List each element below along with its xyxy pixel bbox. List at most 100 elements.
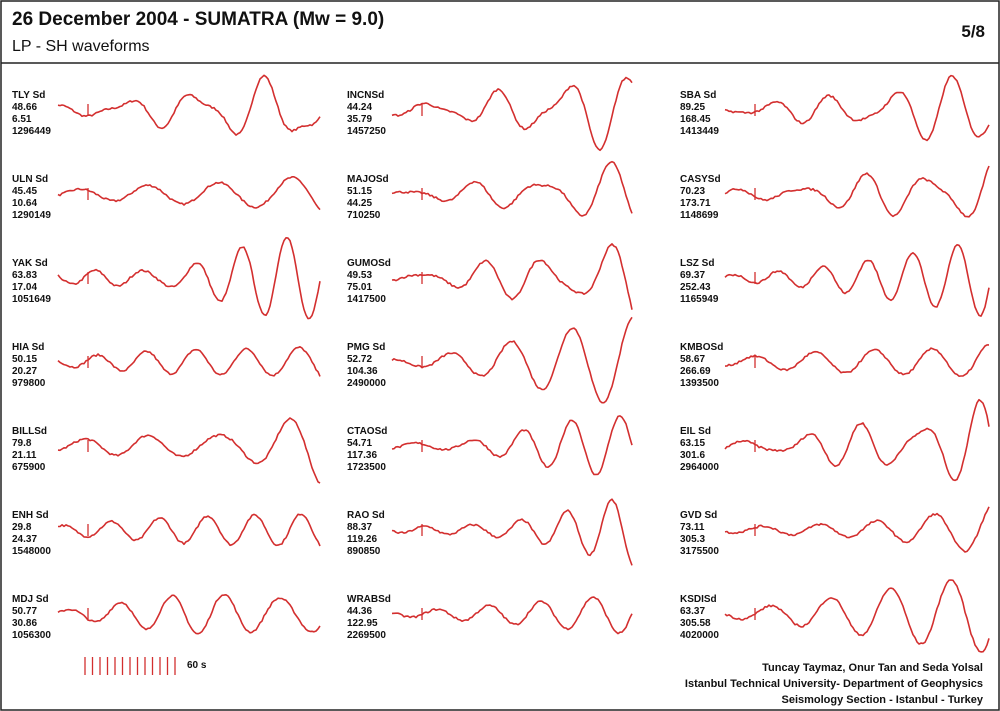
station-name: WRABSd [347,594,391,605]
station-value: 3175500 [680,546,719,557]
station-value: 1413449 [680,126,719,137]
station-value: 58.67 [680,354,705,365]
waveform [391,76,633,152]
credit: Istanbul Technical University- Departmen… [685,678,983,690]
station-name: SBA Sd [680,90,716,101]
station-name: KSDISd [680,594,717,605]
station-value: 2269500 [347,630,386,641]
station-value: 119.26 [347,534,377,545]
station-value: 1296449 [12,126,51,137]
station-value: 979800 [12,378,46,389]
title: 26 December 2004 - SUMATRA (Mw = 9.0) [12,9,384,30]
subtitle: LP - SH waveforms [12,38,150,55]
station-value: 168.45 [680,114,711,125]
station-value: 1723500 [347,462,386,473]
station-value: 173.71 [680,198,711,209]
station-value: 44.24 [347,102,372,113]
station-value: 44.36 [347,606,372,617]
station-value: 1417500 [347,294,386,305]
station-value: 10.64 [12,198,37,209]
waveform [391,415,633,476]
station-value: 301.6 [680,450,705,461]
station-name: ENH Sd [12,510,49,521]
station-name: CASYSd [680,174,721,185]
station-value: 35.79 [347,114,372,125]
waveform [391,596,633,635]
waveform [58,513,321,547]
station-value: 75.01 [347,282,372,293]
station-name: KMBOSd [680,342,723,353]
station-value: 117.36 [347,450,377,461]
station-value: 73.11 [680,522,705,533]
station-value: 1457250 [347,126,386,137]
waveform [724,165,990,218]
station-value: 1393500 [680,378,719,389]
station-value: 1165949 [680,294,719,305]
waveform [724,579,990,653]
station-value: 44.25 [347,198,372,209]
waveform [57,237,321,320]
station-value: 50.15 [12,354,37,365]
station-name: MAJOSd [347,174,389,185]
station-value: 88.37 [347,522,372,533]
station-value: 4020000 [680,630,719,641]
waveform [391,316,633,404]
station-value: 2964000 [680,462,719,473]
station-name: MDJ Sd [12,594,49,605]
station-value: 49.53 [347,270,372,281]
station-value: 305.58 [680,618,711,629]
waveform [57,594,321,635]
station-value: 21.11 [12,450,37,461]
waveform [724,398,990,482]
scale-label: 60 s [187,660,207,671]
station-value: 1290149 [12,210,51,221]
waveform [724,244,990,317]
station-value: 70.23 [680,186,705,197]
station-value: 710250 [347,210,381,221]
station-name: BILLSd [12,426,47,437]
station-value: 79.8 [12,438,32,449]
station-value: 24.37 [12,534,37,545]
station-name: LSZ Sd [680,258,714,269]
station-value: 69.37 [680,270,705,281]
waveform [57,346,321,377]
station-value: 104.36 [347,366,378,377]
page-number: 5/8 [961,22,985,41]
station-name: HIA Sd [12,342,44,353]
station-value: 6.51 [12,114,32,125]
station-value: 1148699 [680,210,719,221]
station-value: 54.71 [347,438,372,449]
station-value: 2490000 [347,378,386,389]
station-value: 63.15 [680,438,705,449]
station-value: 29.8 [12,522,32,533]
station-name: PMG Sd [347,342,385,353]
waveform [391,243,633,310]
credit: Tuncay Taymaz, Onur Tan and Seda Yolsal [762,662,983,674]
station-value: 48.66 [12,102,37,113]
station-value: 1056300 [12,630,51,641]
station-name: CTAOSd [347,426,387,437]
station-value: 45.45 [12,186,37,197]
waveform [57,417,321,484]
station-name: GVD Sd [680,510,717,521]
station-value: 30.86 [12,618,37,629]
station-value: 1548000 [12,546,51,557]
station-value: 122.95 [347,618,378,629]
station-value: 266.69 [680,366,711,377]
station-value: 89.25 [680,102,705,113]
waveform [57,74,321,136]
station-name: TLY Sd [12,90,45,101]
station-value: 17.04 [12,282,37,293]
station-value: 63.83 [12,270,37,281]
waveform [57,176,321,211]
station-name: GUMOSd [347,258,391,269]
station-value: 252.43 [680,282,711,293]
station-value: 51.15 [347,186,372,197]
waveform [724,344,989,377]
station-value: 305.3 [680,534,705,545]
waveform [391,160,633,217]
credit: Seismology Section - Istanbul - Turkey [781,694,983,706]
station-name: INCNSd [347,90,384,101]
